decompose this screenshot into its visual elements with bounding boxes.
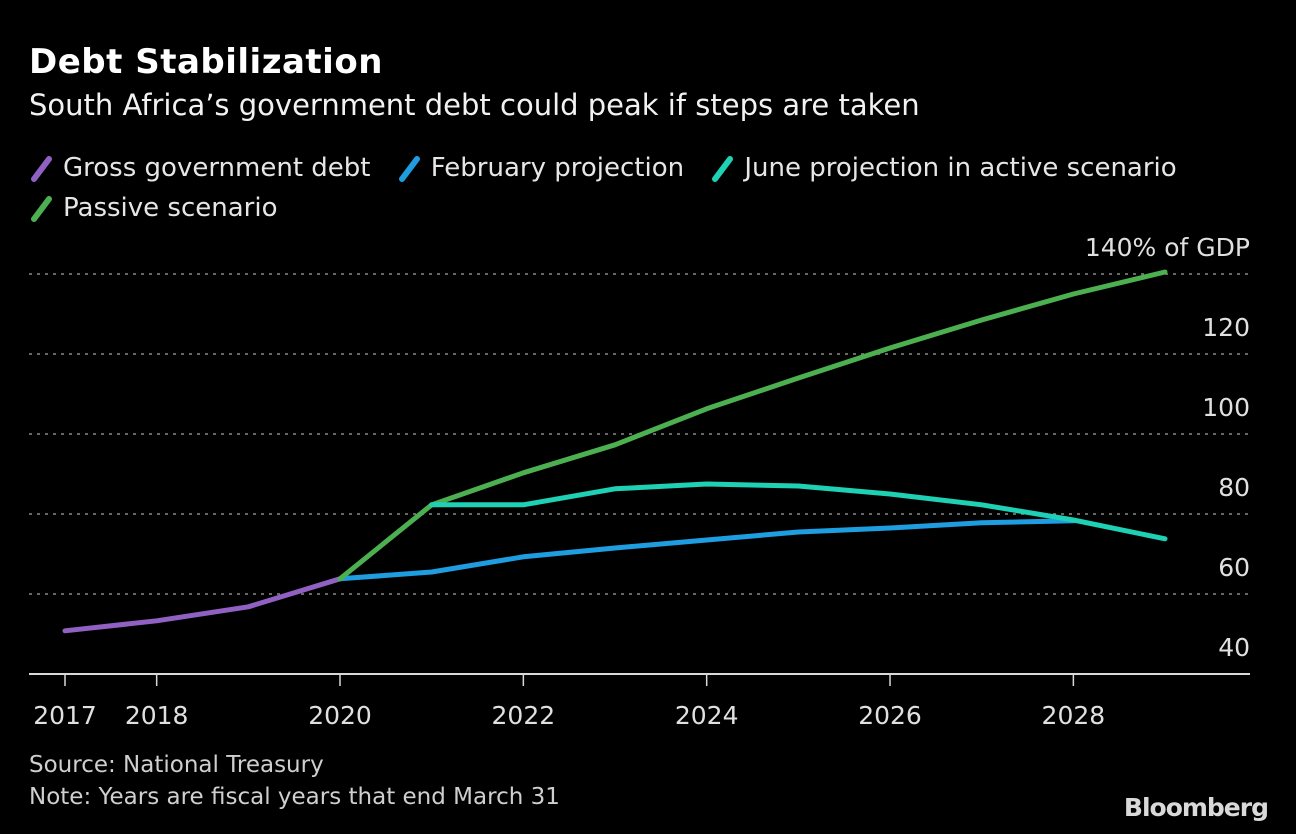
x-tick-label: 2018 [125, 701, 189, 730]
series-line-february-projection [337, 518, 1076, 582]
x-tick-label: 2022 [492, 701, 556, 730]
y-tick-label: 120 [1202, 313, 1250, 342]
legend-label: Passive scenario [63, 193, 278, 223]
legend-item-gross-debt: Gross government debt [29, 150, 371, 186]
chart-title: Debt Stabilization [29, 42, 383, 82]
bloomberg-logo: Bloomberg [1123, 793, 1269, 822]
legend-label: February projection [430, 153, 685, 183]
x-tick-label: 2020 [308, 701, 372, 730]
x-tick-label: 2017 [33, 701, 97, 730]
footnote: Note: Years are fiscal years that end Ma… [29, 784, 560, 810]
x-tick-label: 2024 [675, 701, 739, 730]
series-line-gross-government-debt [62, 576, 343, 634]
legend-label: Gross government debt [63, 153, 371, 183]
legend-swatch-june-projection [712, 156, 734, 182]
x-tick-label: 2026 [858, 701, 922, 730]
legend-item-passive-scenario: Passive scenario [29, 190, 277, 226]
legend-item-june-projection: June projection in active scenario [710, 150, 1177, 186]
y-tick-label: 60 [1218, 553, 1250, 582]
source-note: Source: National Treasury [29, 752, 324, 778]
series-line-passive-scenario [337, 269, 1168, 582]
y-tick-label: 140% of GDP [1085, 233, 1250, 262]
legend: Gross government debt February projectio… [29, 150, 1269, 230]
legend-swatch-february-projection [398, 156, 420, 182]
series-line-june-projection-in-active-scenario [429, 481, 1168, 542]
y-tick-label: 100 [1202, 393, 1250, 422]
legend-swatch-gross-debt [31, 156, 52, 182]
chart-subtitle: South Africa’s government debt could pea… [29, 88, 920, 122]
legend-label: June projection in active scenario [744, 153, 1177, 183]
legend-item-february-projection: February projection [397, 150, 684, 186]
y-tick-label: 40 [1218, 633, 1250, 662]
legend-swatch-passive-scenario [31, 196, 52, 222]
x-tick-label: 2028 [1042, 701, 1106, 730]
y-tick-label: 80 [1218, 473, 1250, 502]
